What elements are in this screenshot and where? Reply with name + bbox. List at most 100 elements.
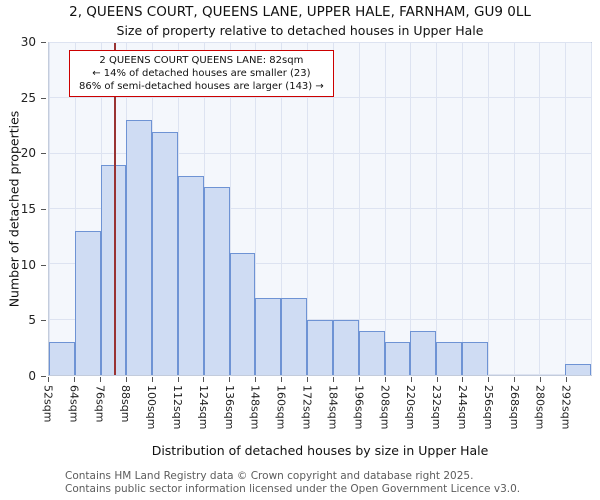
y-tick-label: 30 [20, 35, 36, 49]
x-tick-mark [358, 377, 360, 382]
x-tick-mark [488, 377, 490, 382]
bar-88sqm [126, 120, 153, 375]
gridline-vertical [539, 43, 541, 375]
y-tick-label: 5 [28, 313, 36, 328]
x-tick-mark [73, 377, 75, 382]
x-tick-label: 244sqm [455, 385, 469, 430]
x-tick-label: 64sqm [67, 385, 81, 423]
bar-52sqm [49, 341, 75, 375]
gridline-vertical [358, 43, 360, 375]
bar-220sqm [410, 330, 437, 375]
x-tick-label: 100sqm [145, 385, 159, 430]
x-tick-mark [48, 377, 49, 382]
x-tick-label: 256sqm [481, 385, 495, 430]
x-tick-label: 292sqm [559, 385, 573, 430]
footer-line1: Contains HM Land Registry data © Crown c… [65, 470, 474, 482]
gridline-vertical [281, 43, 283, 375]
footer-line2: Contains public sector information licen… [65, 483, 521, 496]
y-tick-labels: 0 5 10 15 20 25 30 [0, 35, 47, 383]
footer: Contains HM Land Registry data © Crown c… [65, 470, 520, 496]
y-tick-label: 0 [28, 369, 36, 383]
y-tick-mark [41, 97, 46, 99]
gridline-vertical [74, 43, 76, 375]
y-tick-label: 10 [20, 257, 36, 272]
gridline-horizontal [49, 208, 591, 209]
gridline-vertical [307, 43, 309, 375]
x-tick-label: 148sqm [248, 385, 262, 430]
gridline-vertical [332, 43, 334, 375]
x-tick-label: 280sqm [533, 385, 547, 430]
x-tick-mark [151, 377, 153, 382]
chart-title: 2, QUEENS COURT, QUEENS LANE, UPPER HALE… [69, 4, 531, 20]
annotation-line2: ← 14% of detached houses are smaller (23… [92, 68, 311, 79]
y-tick-label: 15 [20, 202, 36, 216]
annotation-box: 2 QUEENS COURT QUEENS LANE: 82sqm ← 14% … [69, 50, 334, 97]
bar-196sqm [358, 330, 385, 375]
bar-112sqm [178, 175, 204, 375]
gridline-vertical [49, 43, 50, 375]
y-tick-mark [41, 264, 46, 266]
bar-124sqm [203, 186, 230, 375]
plot-area: 2 QUEENS COURT QUEENS LANE: 82sqm ← 14% … [48, 42, 592, 376]
gridline-vertical [461, 43, 463, 375]
x-tick-label: 52sqm [41, 385, 55, 423]
x-tick-mark [540, 377, 542, 382]
x-tick-mark [462, 377, 464, 382]
x-tick-label: 220sqm [404, 385, 418, 430]
gridline-vertical [229, 43, 231, 375]
x-tick-mark [99, 377, 101, 382]
gridline-horizontal [49, 97, 591, 99]
y-tick-label: 25 [20, 90, 36, 105]
gridline-vertical [384, 43, 386, 375]
x-tick-labels: 52sqm 64sqm 76sqm 88sqm 100sqm 112sqm 124sqm 13… [42, 377, 592, 441]
x-tick-label: 184sqm [326, 385, 340, 430]
y-tick-label: 20 [20, 146, 36, 161]
gridline-horizontal [49, 42, 591, 43]
bar-208sqm [384, 341, 411, 375]
x-tick-mark [255, 377, 257, 382]
x-tick-mark [384, 377, 386, 382]
x-tick-mark [307, 377, 309, 382]
x-tick-label: 196sqm [352, 385, 366, 430]
x-tick-mark [566, 377, 568, 382]
x-tick-mark [332, 377, 334, 382]
x-tick-label: 88sqm [119, 385, 133, 423]
x-tick-label: 172sqm [300, 385, 314, 430]
y-tick-mark [41, 42, 46, 43]
x-axis-label: Distribution of detached houses by size … [151, 443, 489, 458]
gridline-vertical [591, 43, 592, 375]
gridline-horizontal [49, 318, 591, 320]
annotation-line1: 2 QUEENS COURT QUEENS LANE: 82sqm [99, 55, 304, 66]
gridline-horizontal [49, 263, 591, 265]
x-tick-label: 160sqm [274, 385, 288, 430]
x-tick-mark [281, 377, 283, 382]
gridline-vertical [436, 43, 438, 375]
x-tick-label: 112sqm [171, 385, 185, 430]
bar-160sqm [281, 297, 308, 375]
gridline-vertical [410, 43, 412, 375]
gridline-horizontal [49, 152, 591, 154]
gridline-vertical [255, 43, 257, 375]
bar-136sqm [229, 253, 256, 375]
x-tick-mark [203, 377, 205, 382]
bar-292sqm [565, 363, 591, 375]
bar-100sqm [152, 131, 179, 375]
x-tick-label: 76sqm [93, 385, 107, 423]
bar-64sqm [74, 231, 101, 375]
annotation-line3: 86% of semi-detached houses are larger (… [79, 81, 324, 92]
x-tick-label: 232sqm [430, 385, 444, 430]
bar-184sqm [332, 319, 359, 375]
x-tick-label: 208sqm [378, 385, 392, 430]
x-tick-mark [436, 377, 438, 382]
x-tick-mark [410, 377, 412, 382]
bar-76sqm [100, 164, 127, 375]
gridline-vertical [487, 43, 489, 375]
y-tick-mark [41, 209, 46, 210]
y-tick-mark [41, 320, 46, 322]
bar-172sqm [307, 319, 333, 375]
x-tick-label: 268sqm [507, 385, 521, 430]
y-tick-mark [41, 153, 46, 155]
bar-232sqm [436, 341, 462, 375]
gridline-vertical [565, 43, 567, 375]
